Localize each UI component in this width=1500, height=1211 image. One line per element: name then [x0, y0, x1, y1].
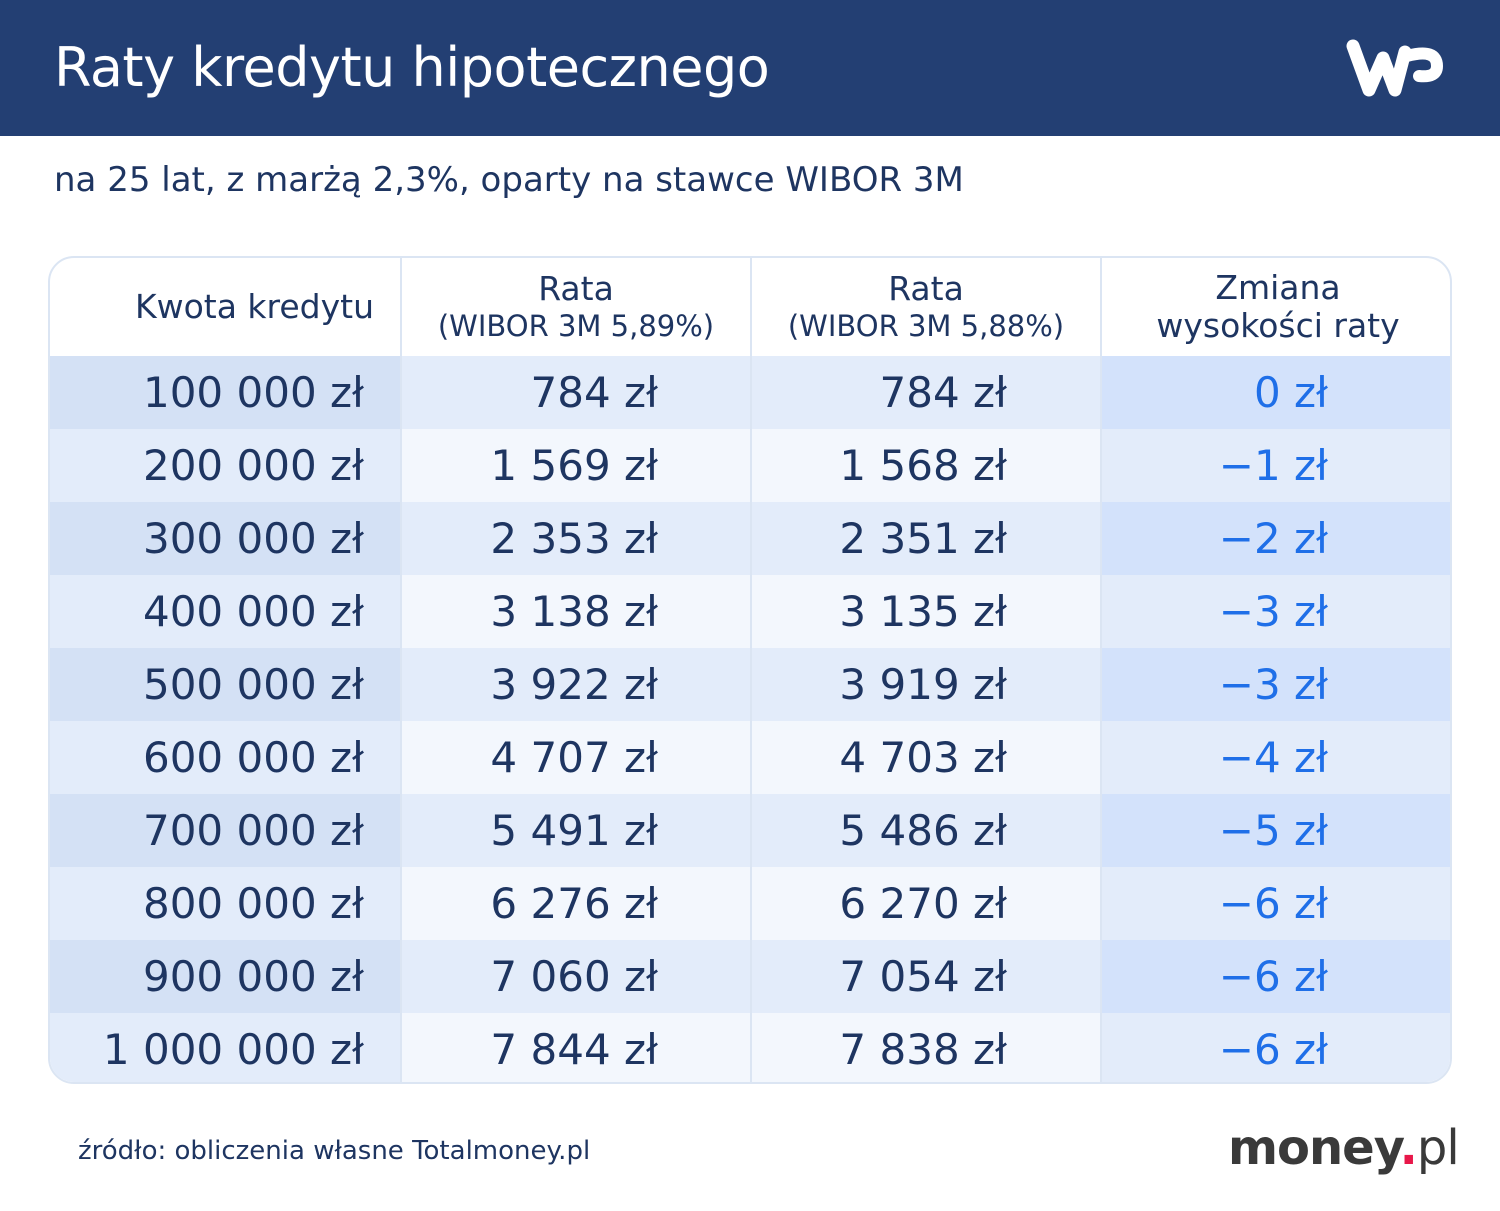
- rate-588-cell: 784 zł: [752, 356, 1102, 429]
- change-cell: −3 zł: [1102, 648, 1450, 721]
- table-row: 100 000 zł 784 zł 784 zł 0 zł: [50, 356, 1450, 429]
- table-row: 200 000 zł 1 569 zł 1 568 zł −1 zł: [50, 429, 1450, 502]
- rate-588-cell: 4 703 zł: [752, 721, 1102, 794]
- column-header-rate-589: Rata (WIBOR 3M 5,89%): [402, 258, 752, 356]
- column-header-change: Zmiana wysokości raty: [1102, 258, 1450, 356]
- rate-588-cell: 7 054 zł: [752, 940, 1102, 1013]
- table-row: 300 000 zł 2 353 zł 2 351 zł −2 zł: [50, 502, 1450, 575]
- column-header-loan-amount: Kwota kredytu: [50, 258, 402, 356]
- rate-589-cell: 6 276 zł: [402, 867, 752, 940]
- money-pl-logo: money.pl: [1228, 1120, 1460, 1176]
- rate-589-cell: 5 491 zł: [402, 794, 752, 867]
- loan-amount-cell: 300 000 zł: [50, 502, 402, 575]
- logo-text: money: [1228, 1120, 1401, 1176]
- change-cell: −6 zł: [1102, 867, 1450, 940]
- rate-588-cell: 3 919 zł: [752, 648, 1102, 721]
- rate-589-cell: 2 353 zł: [402, 502, 752, 575]
- change-cell: −1 zł: [1102, 429, 1450, 502]
- rate-588-cell: 3 135 zł: [752, 575, 1102, 648]
- header-subtext: (WIBOR 3M 5,88%): [787, 309, 1065, 343]
- loan-amount-cell: 700 000 zł: [50, 794, 402, 867]
- rate-588-cell: 6 270 zł: [752, 867, 1102, 940]
- loan-amount-cell: 500 000 zł: [50, 648, 402, 721]
- rate-588-cell: 2 351 zł: [752, 502, 1102, 575]
- source-note: źródło: obliczenia własne Totalmoney.pl: [78, 1136, 591, 1166]
- table-row: 900 000 zł 7 060 zł 7 054 zł −6 zł: [50, 940, 1450, 1013]
- rates-table: Kwota kredytu Rata (WIBOR 3M 5,89%) Rata…: [48, 256, 1452, 1084]
- loan-amount-cell: 200 000 zł: [50, 429, 402, 502]
- change-cell: −3 zł: [1102, 575, 1450, 648]
- loan-amount-cell: 800 000 zł: [50, 867, 402, 940]
- table-row: 600 000 zł 4 707 zł 4 703 zł −4 zł: [50, 721, 1450, 794]
- subtitle: na 25 lat, z marżą 2,3%, oparty na stawc…: [54, 160, 964, 200]
- change-cell: 0 zł: [1102, 356, 1450, 429]
- rate-589-cell: 3 922 zł: [402, 648, 752, 721]
- logo-tld: pl: [1416, 1120, 1460, 1176]
- logo-dot: .: [1399, 1120, 1418, 1176]
- header-text: Rata: [538, 269, 614, 308]
- header-subtext: (WIBOR 3M 5,89%): [437, 309, 715, 343]
- change-cell: −6 zł: [1102, 1013, 1450, 1082]
- table-row: 500 000 zł 3 922 zł 3 919 zł −3 zł: [50, 648, 1450, 721]
- rate-589-cell: 784 zł: [402, 356, 752, 429]
- page-title: Raty kredytu hipotecznego: [54, 36, 770, 99]
- header-text: Kwota kredytu: [134, 287, 374, 326]
- table-row: 1 000 000 zł 7 844 zł 7 838 zł −6 zł: [50, 1013, 1450, 1082]
- rate-589-cell: 1 569 zł: [402, 429, 752, 502]
- change-cell: −5 zł: [1102, 794, 1450, 867]
- header-text: Zmiana: [1215, 268, 1341, 307]
- change-cell: −2 zł: [1102, 502, 1450, 575]
- loan-amount-cell: 400 000 zł: [50, 575, 402, 648]
- header-bar: Raty kredytu hipotecznego: [0, 0, 1500, 136]
- loan-amount-cell: 100 000 zł: [50, 356, 402, 429]
- table-row: 800 000 zł 6 276 zł 6 270 zł −6 zł: [50, 867, 1450, 940]
- header-text: Rata: [888, 269, 964, 308]
- rate-588-cell: 1 568 zł: [752, 429, 1102, 502]
- loan-amount-cell: 1 000 000 zł: [50, 1013, 402, 1082]
- table-row: 700 000 zł 5 491 zł 5 486 zł −5 zł: [50, 794, 1450, 867]
- loan-amount-cell: 900 000 zł: [50, 940, 402, 1013]
- rate-589-cell: 7 844 zł: [402, 1013, 752, 1082]
- change-cell: −4 zł: [1102, 721, 1450, 794]
- rate-589-cell: 7 060 zł: [402, 940, 752, 1013]
- table-row: 400 000 zł 3 138 zł 3 135 zł −3 zł: [50, 575, 1450, 648]
- header-text: wysokości raty: [1156, 306, 1400, 345]
- column-header-rate-588: Rata (WIBOR 3M 5,88%): [752, 258, 1102, 356]
- rate-588-cell: 7 838 zł: [752, 1013, 1102, 1082]
- loan-amount-cell: 600 000 zł: [50, 721, 402, 794]
- rate-589-cell: 4 707 zł: [402, 721, 752, 794]
- wp-logo-icon: [1346, 39, 1444, 97]
- rate-588-cell: 5 486 zł: [752, 794, 1102, 867]
- change-cell: −6 zł: [1102, 940, 1450, 1013]
- rate-589-cell: 3 138 zł: [402, 575, 752, 648]
